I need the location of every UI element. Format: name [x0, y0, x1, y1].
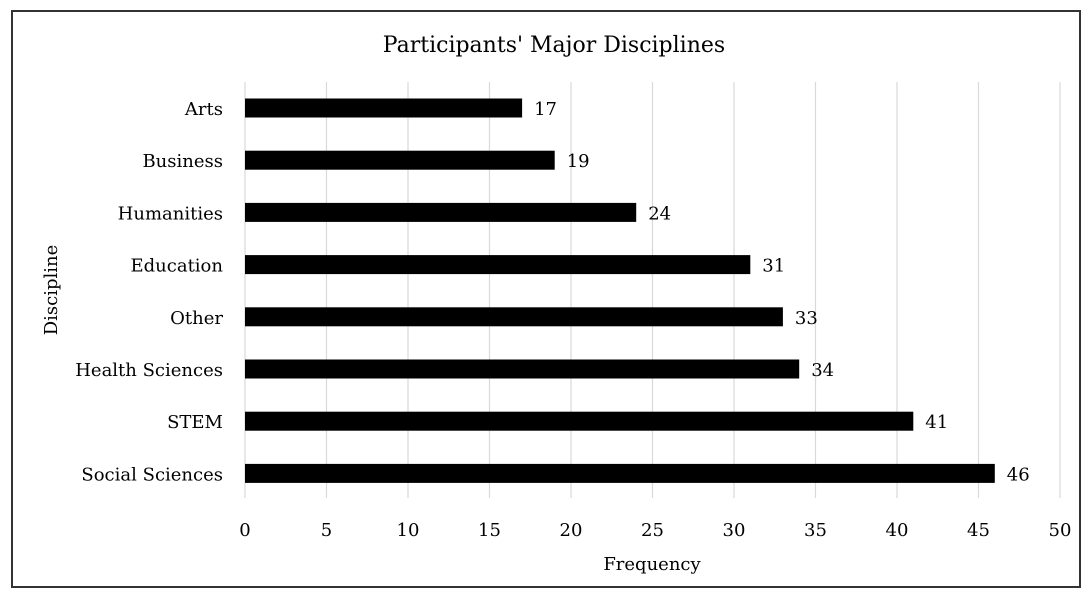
bar-social-sciences — [245, 463, 995, 483]
x-tick-label: 0 — [239, 520, 250, 541]
data-label: 46 — [1007, 464, 1030, 485]
x-tick-label: 45 — [967, 520, 990, 541]
x-tick-label: 35 — [804, 520, 827, 541]
data-label: 33 — [795, 308, 818, 329]
chart-title: Participants' Major Disciplines — [383, 33, 725, 58]
data-label: 41 — [925, 412, 948, 433]
chart-frame — [11, 10, 1081, 588]
x-tick-label: 15 — [478, 520, 501, 541]
data-label: 34 — [811, 360, 834, 381]
y-tick-label: Other — [170, 308, 223, 329]
x-axis-label: Frequency — [603, 554, 701, 575]
bar-health-sciences — [245, 359, 800, 379]
x-tick-label: 5 — [321, 520, 332, 541]
y-tick-label: Arts — [184, 99, 223, 120]
data-label: 19 — [567, 151, 590, 172]
y-tick-label: Humanities — [118, 203, 223, 224]
gridlines — [244, 82, 1061, 498]
y-tick-label: Health Sciences — [75, 360, 223, 381]
x-tick-label: 20 — [560, 520, 583, 541]
x-tick-label: 30 — [723, 520, 746, 541]
x-tick-labels: 0 5 10 15 20 25 30 35 40 45 50 — [239, 520, 1071, 541]
bar-humanities — [245, 202, 637, 222]
x-tick-label: 10 — [397, 520, 420, 541]
y-tick-label: Business — [142, 151, 223, 172]
bars — [245, 98, 995, 483]
x-tick-label: 50 — [1049, 520, 1072, 541]
data-labels: 17 19 24 31 33 34 41 46 — [534, 99, 1030, 485]
bar-business — [245, 150, 555, 170]
data-label: 31 — [762, 256, 785, 277]
y-axis-label: Discipline — [41, 245, 62, 336]
data-label: 24 — [648, 203, 671, 224]
y-tick-label: Education — [131, 256, 224, 277]
x-tick-label: 25 — [641, 520, 664, 541]
y-tick-label: Social Sciences — [81, 464, 223, 485]
x-tick-label: 40 — [886, 520, 909, 541]
bar-other — [245, 307, 783, 327]
data-label: 17 — [534, 99, 557, 120]
y-tick-label: STEM — [167, 412, 223, 433]
bar-education — [245, 255, 751, 275]
bar-arts — [245, 98, 523, 118]
y-tick-labels: Arts Business Humanities Education Other Heal… — [75, 99, 223, 485]
bar-stem — [245, 411, 914, 431]
